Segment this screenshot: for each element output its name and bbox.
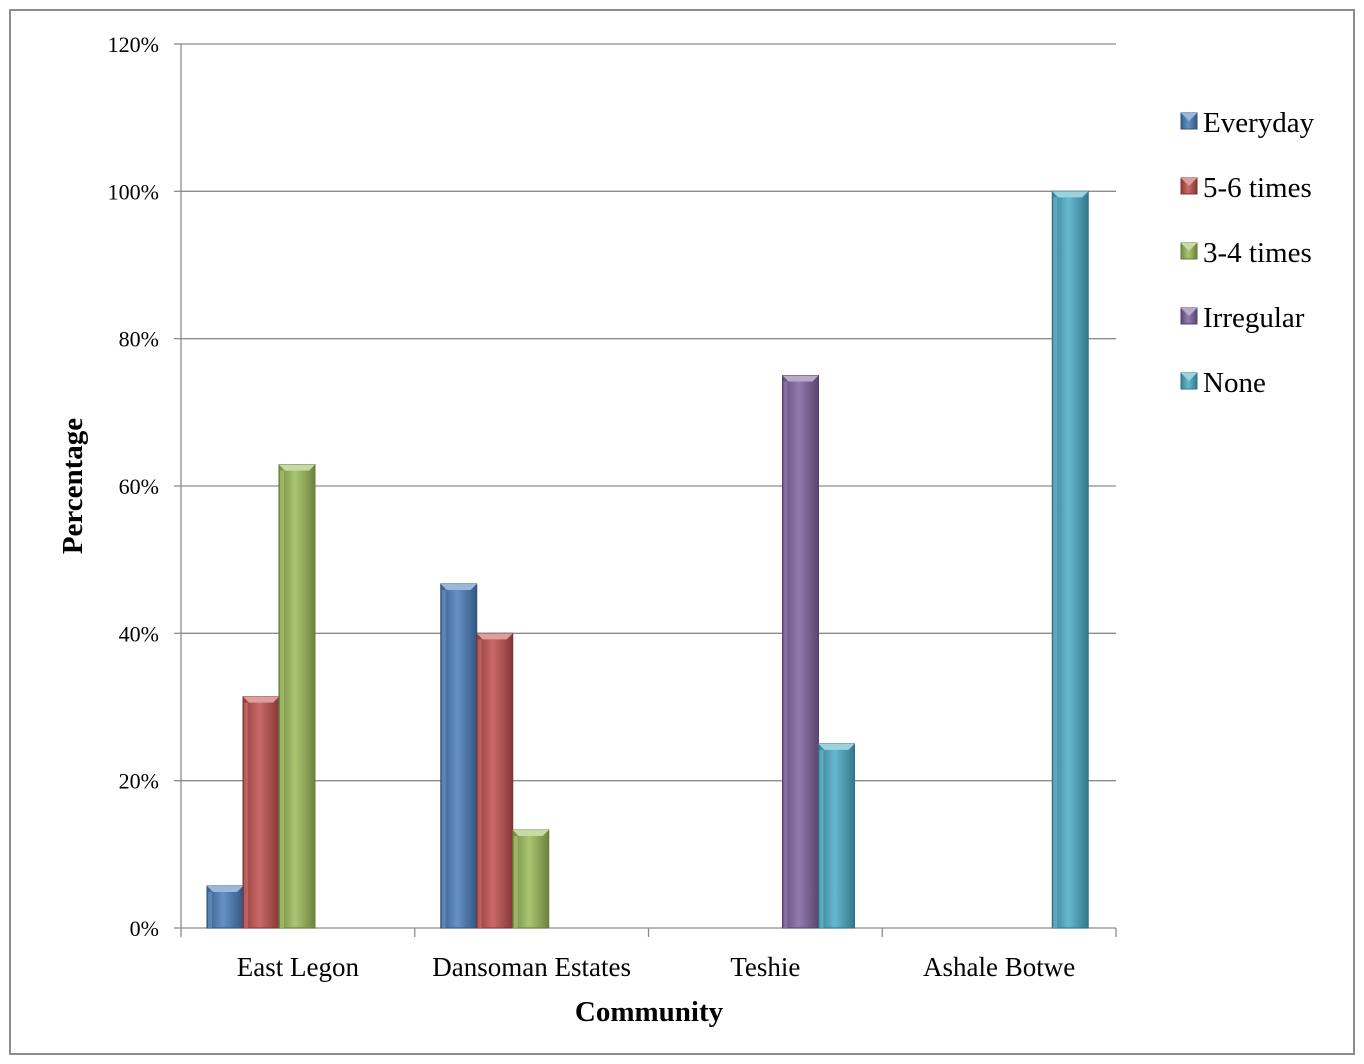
y-tick-labels: 0% 20% 40% 60% 80% 100% 120% (108, 32, 159, 941)
legend-item: 5-6 times (1180, 172, 1312, 204)
legend-item: Irregular (1180, 302, 1305, 334)
y-tick-label: 40% (119, 621, 159, 646)
bars (206, 190, 1089, 929)
y-tick-label: 0% (130, 916, 159, 941)
x-axis-label: Community (575, 996, 724, 1028)
x-tick-labels: East Legon Dansoman Estates Teshie Ashale B… (237, 952, 1075, 982)
chart-frame (9, 9, 1355, 1055)
legend-item: 3-4 times (1180, 237, 1312, 269)
legend-label: Everyday (1203, 107, 1315, 139)
y-tick-label: 60% (119, 474, 159, 499)
bar (818, 743, 855, 929)
y-tick-label: 100% (108, 179, 159, 204)
bar (206, 885, 244, 929)
legend-label: None (1203, 367, 1266, 399)
y-tick-label: 120% (108, 32, 159, 57)
x-tick-label: Ashale Botwe (923, 952, 1075, 982)
bar (512, 829, 550, 929)
bar (278, 464, 316, 929)
legend-label: Irregular (1203, 302, 1305, 334)
bar (1051, 190, 1089, 929)
legend: Everyday 5-6 times 3-4 times Irregular None (1180, 107, 1315, 399)
bar (242, 696, 280, 929)
x-tick-label: Teshie (730, 952, 800, 982)
x-tick-label: Dansoman Estates (432, 952, 631, 982)
legend-label: 3-4 times (1203, 237, 1312, 269)
legend-label: 5-6 times (1203, 172, 1312, 204)
y-axis-label: Percentage (57, 418, 89, 554)
bar (440, 583, 478, 929)
axes (180, 44, 1117, 937)
legend-item: None (1180, 367, 1266, 399)
bar (782, 375, 819, 929)
y-tick-label: 20% (119, 769, 159, 794)
y-tick-label: 80% (119, 327, 159, 352)
legend-item: Everyday (1180, 107, 1315, 139)
x-tick-label: East Legon (237, 952, 360, 982)
bar (476, 632, 514, 929)
gridlines (174, 43, 1116, 929)
